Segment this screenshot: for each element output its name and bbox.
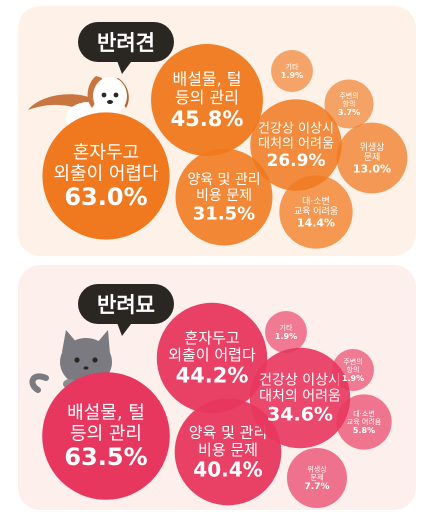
bubble-value: 1.9% xyxy=(275,332,297,341)
dog-title-badge: 반려견 xyxy=(78,22,174,74)
bubble-value: 31.5% xyxy=(193,203,255,224)
bubble-label-line-1: 양육 및 관리 xyxy=(189,424,268,442)
bubble-label-line-2: 비용 문제 xyxy=(198,441,258,459)
bubble-label-line-1: 위생상 xyxy=(307,464,327,473)
bubble-value: 63.0% xyxy=(64,183,147,211)
bubble-label-line-1: 배설물, 털 xyxy=(172,70,241,89)
bubble-label-line-2: 대처의 어려움 xyxy=(258,137,334,152)
bubble-label-line-1: 건강상 이상시 xyxy=(259,372,341,388)
bubble-label-line-2: 외출이 어렵다 xyxy=(168,346,256,364)
bubble-circle xyxy=(156,302,268,414)
bubble-circle xyxy=(336,122,408,194)
bubble-label-line-2: 문제 xyxy=(364,152,381,163)
bubble-circle xyxy=(174,398,282,506)
bubble-circle xyxy=(279,175,353,249)
bubble-label-line-1: 배설물, 털 xyxy=(67,403,145,424)
bubble-value: 7.7% xyxy=(305,482,330,492)
bubble-label-line-1: 양육 및 관리 xyxy=(187,172,260,188)
bubble-circle xyxy=(42,112,170,240)
bubble-circle xyxy=(336,394,392,450)
bubble-value: 14.4% xyxy=(297,216,335,229)
bubble-value: 3.7% xyxy=(338,108,360,117)
bubble-value: 26.9% xyxy=(267,151,326,171)
bubble-circle xyxy=(42,372,170,500)
bubble-value: 44.2% xyxy=(176,364,249,388)
bubble-label-line-2: 항의 xyxy=(347,365,360,374)
bubble-value: 1.9% xyxy=(342,374,364,383)
dog-bubble-8: 기타1.9% xyxy=(271,50,313,92)
bubble-circle xyxy=(286,447,348,509)
bubble-circle xyxy=(151,44,263,156)
bubble-label-line-2: 교육 어려움 xyxy=(294,206,338,217)
bubble-label-line-1: 주변의 xyxy=(339,91,358,100)
bubble-label-line-2: 등의 관리 xyxy=(70,423,142,444)
cat-bubble-8: 기타1.9% xyxy=(265,311,307,353)
bubble-circle xyxy=(250,99,342,191)
bubble-label-line-1: 대·소변 xyxy=(353,410,375,418)
bubble-circle xyxy=(271,50,313,92)
bubble-label-line-1: 위생상 xyxy=(360,142,385,153)
bubble-label-line-1: 혼자두고 xyxy=(184,329,239,347)
bubble-label-line-1: 기타 xyxy=(286,62,299,71)
bubble-circle xyxy=(249,347,351,449)
bubble-value: 40.4% xyxy=(193,457,262,481)
bubble-label-line-2: 비용 문제 xyxy=(196,188,252,204)
bubble-circle xyxy=(332,349,374,391)
bubble-circle xyxy=(175,148,273,246)
bubble-value: 5.8% xyxy=(353,426,375,435)
bubble-label-line-2: 교육 어려움 xyxy=(347,417,382,426)
bubble-value: 45.8% xyxy=(171,107,244,131)
bubble-value: 63.5% xyxy=(64,443,147,471)
bubble-value: 1.9% xyxy=(281,71,303,80)
bubble-label-line-1: 기타 xyxy=(280,323,293,332)
bubble-value: 13.0% xyxy=(353,162,391,175)
dog-title: 반려견 xyxy=(97,31,155,55)
bubble-label-line-1: 주변의 xyxy=(343,357,362,366)
cat-title-badge: 반려묘 xyxy=(78,284,174,336)
bubble-label-line-1: 혼자두고 xyxy=(73,143,139,164)
bubble-label-line-2: 문제 xyxy=(311,473,324,481)
bubble-label-line-1: 대·소변 xyxy=(302,196,330,207)
bubble-label-line-2: 외출이 어렵다 xyxy=(53,163,159,184)
bubble-label-line-2: 등의 관리 xyxy=(175,88,239,107)
bubble-circle xyxy=(265,311,307,353)
bubble-label-line-2: 항의 xyxy=(343,99,356,108)
cat-title: 반려묘 xyxy=(97,293,155,317)
bubble-value: 34.6% xyxy=(267,404,333,426)
bubble-label-line-2: 대처의 어려움 xyxy=(259,388,341,404)
bubble-circle xyxy=(324,79,374,129)
bubble-label-line-1: 건강상 이상시 xyxy=(258,122,334,137)
